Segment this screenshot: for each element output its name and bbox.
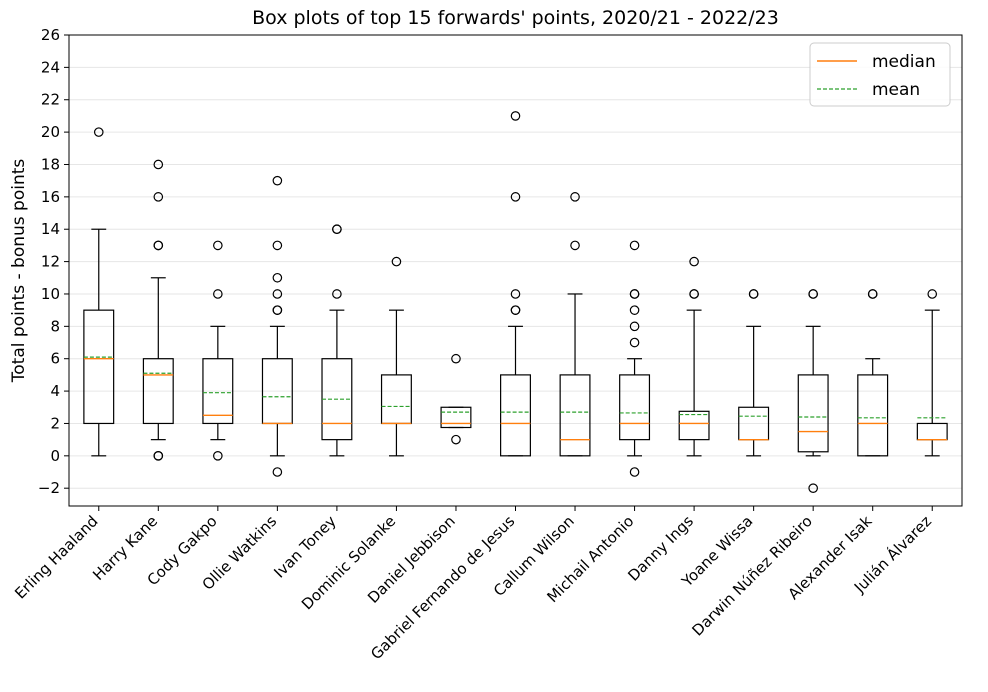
outlier-point	[213, 240, 223, 251]
outlier-point	[867, 289, 878, 299]
outlier-point	[629, 337, 640, 348]
outlier-point	[927, 289, 938, 299]
outlier-point	[451, 434, 461, 445]
iqr-box	[142, 358, 174, 425]
box-group-5	[321, 224, 353, 457]
box-group-7	[440, 353, 472, 445]
box-group-11	[678, 256, 710, 457]
outlier-point	[391, 256, 402, 267]
outlier-point	[689, 289, 699, 299]
outlier-point	[153, 192, 164, 202]
outlier-point	[629, 240, 640, 251]
y-tick-label: −2	[38, 479, 60, 497]
box-group-12	[738, 289, 770, 457]
outlier-point	[570, 192, 580, 202]
box-group-4	[261, 175, 293, 477]
box-group-9	[559, 192, 591, 457]
iqr-box	[559, 374, 591, 457]
outlier-point	[272, 289, 283, 299]
iqr-box	[440, 406, 472, 429]
outlier-point	[510, 289, 521, 299]
legend-median-label: median	[872, 52, 936, 72]
y-tick-label: 20	[41, 123, 60, 141]
y-tick-label: 4	[50, 382, 60, 400]
iqr-box	[83, 309, 115, 425]
y-tick-label: 6	[50, 350, 60, 368]
outlier-point	[748, 289, 759, 299]
outlier-point	[213, 451, 223, 461]
outlier-point	[629, 289, 640, 299]
iqr-box	[678, 410, 710, 441]
y-tick-label: 8	[50, 317, 60, 335]
outlier-point	[510, 305, 521, 315]
box-group-15	[916, 289, 948, 457]
box-group-14	[857, 289, 889, 457]
box-group-13	[797, 289, 829, 493]
box-group-1	[83, 127, 115, 457]
y-tick-label: 26	[41, 26, 60, 44]
y-tick-label: 0	[50, 447, 60, 465]
data-layer	[83, 111, 948, 493]
chart-title: Box plots of top 15 forwards' points, 20…	[252, 7, 779, 29]
y-tick-label: 18	[41, 155, 60, 173]
outlier-point	[272, 467, 283, 477]
y-tick-label: 10	[41, 285, 60, 303]
outlier-point	[93, 127, 104, 137]
outlier-point	[629, 321, 640, 332]
iqr-box	[202, 358, 234, 425]
outlier-point	[570, 240, 580, 251]
y-tick-label: 12	[41, 253, 60, 271]
iqr-box	[500, 374, 531, 457]
iqr-box	[857, 374, 889, 457]
iqr-box	[619, 374, 651, 441]
y-axis-label: Total points - bonus points	[9, 159, 29, 384]
outlier-point	[629, 467, 640, 477]
outlier-point	[332, 224, 342, 235]
box-group-3	[202, 240, 234, 461]
outlier-point	[332, 289, 342, 299]
legend-box	[809, 42, 951, 107]
outlier-point	[808, 483, 818, 493]
outlier-point	[689, 256, 699, 267]
iqr-box	[380, 374, 412, 425]
outlier-point	[808, 289, 818, 299]
outlier-point	[213, 289, 223, 299]
y-tick-label: 24	[41, 58, 60, 76]
box-group-8	[500, 111, 531, 457]
outlier-point	[272, 175, 283, 186]
outlier-point	[272, 305, 283, 315]
outlier-point	[451, 353, 461, 364]
x-tick-label: Erling Haaland	[11, 512, 101, 602]
box-group-6	[380, 256, 412, 457]
y-tick-label: 22	[41, 91, 60, 109]
box-group-2	[142, 159, 174, 461]
legend-mean-label: mean	[872, 80, 920, 100]
legend: median mean	[809, 42, 951, 107]
x-tick-label: Darwin Núñez Ribeiro	[689, 512, 816, 639]
iqr-box	[916, 422, 948, 441]
outlier-point	[153, 159, 164, 170]
outlier-point	[153, 451, 164, 461]
outlier-point	[510, 111, 521, 121]
y-tick-label: 14	[41, 220, 60, 238]
outlier-point	[272, 240, 283, 251]
iqr-box	[797, 374, 829, 453]
outlier-point	[153, 240, 164, 251]
y-tick-label: 2	[50, 414, 60, 432]
y-tick-label: 16	[41, 188, 60, 206]
outlier-point	[272, 272, 283, 283]
outlier-point	[629, 305, 640, 315]
outlier-point	[510, 192, 521, 202]
box-group-10	[619, 240, 651, 477]
